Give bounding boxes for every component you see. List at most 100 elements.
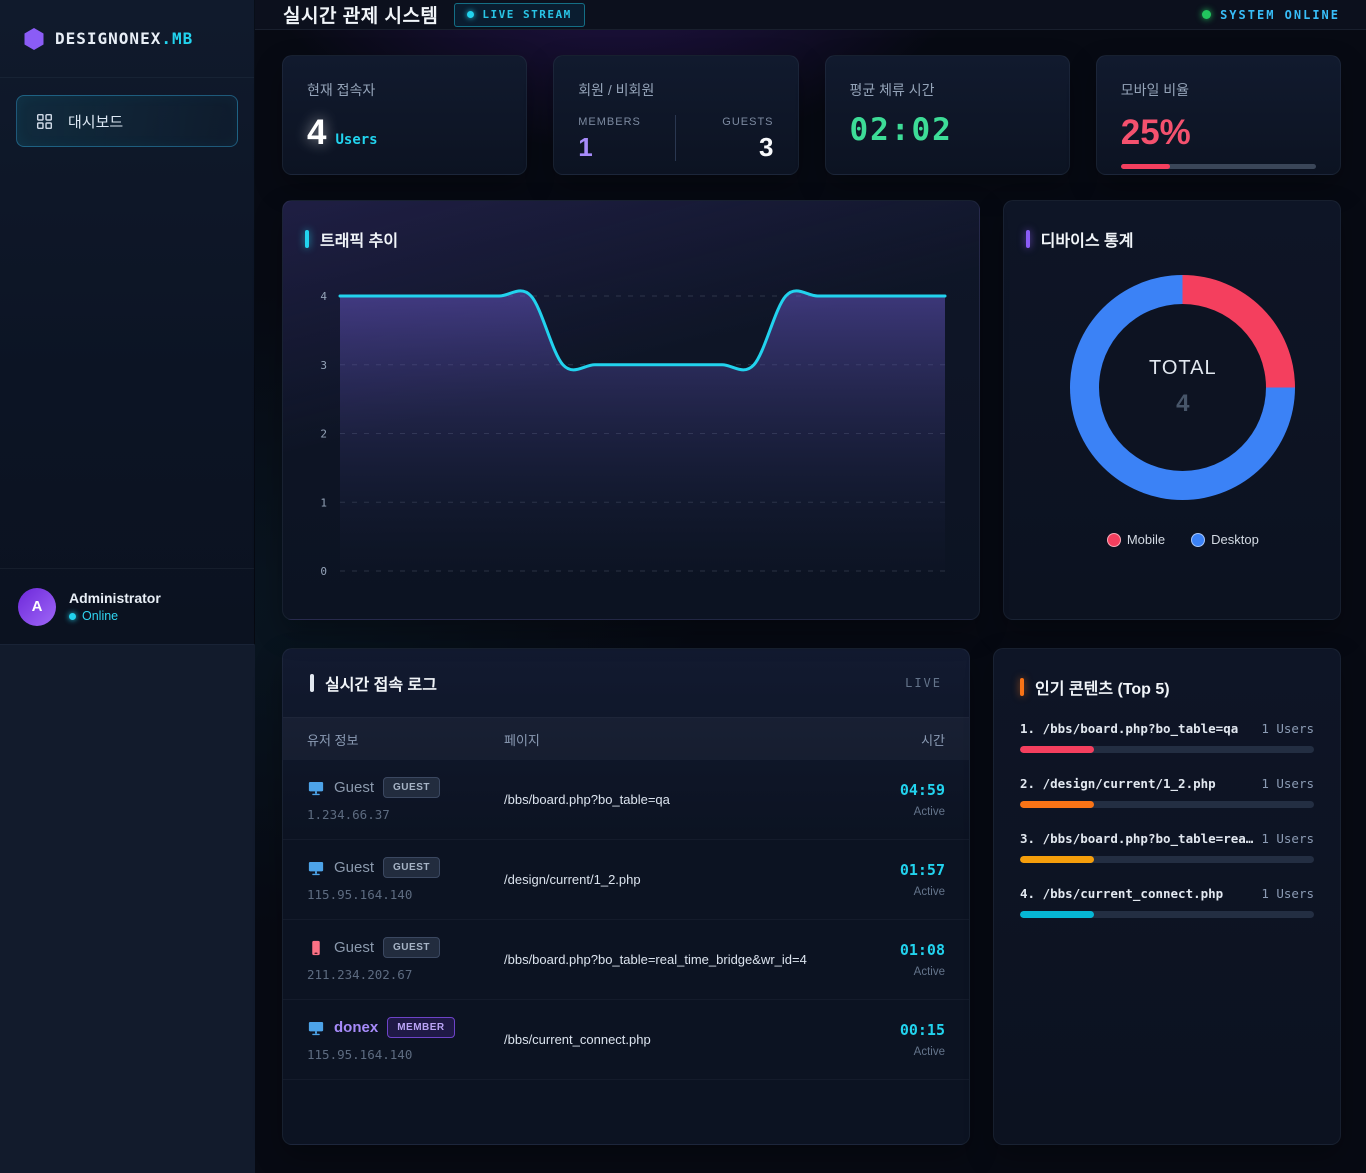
top-content-title: 인기 콘텐츠 (Top 5)	[1020, 675, 1314, 699]
divider	[675, 115, 677, 161]
brand-logo: DESIGNONEX.MB	[0, 0, 254, 78]
svg-text:0: 0	[320, 565, 327, 578]
desktop-icon	[307, 859, 325, 877]
log-page-path: /bbs/current_connect.php	[504, 1032, 651, 1047]
log-page-path: /bbs/board.php?bo_table=qa	[504, 792, 670, 807]
log-live-label: LIVE	[905, 676, 942, 690]
top-content-title-label: 인기 콘텐츠 (Top 5)	[1035, 681, 1170, 698]
log-time-cell: 01:08 Active	[825, 941, 945, 978]
device-stats-title-label: 디바이스 통계	[1040, 233, 1134, 250]
title-accent-bar	[1025, 230, 1030, 248]
title-accent-bar	[305, 230, 309, 248]
sidebar-item-dashboard[interactable]: 대시보드	[16, 95, 238, 147]
donut-ring	[1070, 275, 1296, 500]
user-status-label: Online	[82, 609, 119, 623]
device-stats-title: 디바이스 통계	[1025, 227, 1134, 251]
hexagon-logo-icon	[24, 27, 44, 50]
sidebar-nav: 대시보드	[0, 78, 254, 568]
log-status: Active	[913, 886, 945, 898]
user-ip: 1.234.66.37	[307, 807, 390, 822]
top-content-item: 4. /bbs/current_connect.php 1 Users	[1020, 886, 1314, 918]
online-dot-icon	[69, 612, 76, 620]
log-table-body: Guest GUEST 1.234.66.37 /bbs/board.php?b…	[283, 760, 969, 1144]
dashboard-content: 현재 접속자 4 Users 회원 / 비회원 MEMBERS 1 GUESTS	[255, 30, 1366, 1173]
content-bar-fill	[1020, 801, 1094, 808]
mobile-ratio-progress-fill	[1120, 164, 1170, 169]
traffic-chart-title: 트래픽 추이	[305, 227, 979, 251]
live-dot-icon	[467, 11, 475, 18]
guests-label: GUESTS	[722, 116, 774, 128]
content-bar-fill	[1020, 856, 1094, 863]
log-row: Guest GUEST 211.234.202.67 /bbs/board.ph…	[283, 920, 969, 1000]
user-ip: 115.95.164.140	[307, 1047, 413, 1062]
user-type-badge: GUEST	[383, 937, 440, 958]
user-name: Guest	[334, 779, 375, 796]
user-name: donex	[334, 1019, 379, 1036]
stat-label: 평균 체류 시간	[849, 82, 935, 98]
live-stream-badge: LIVE STREAM	[454, 2, 585, 27]
user-ip: 211.234.202.67	[307, 967, 413, 982]
log-status: Active	[913, 1046, 945, 1058]
legend-item-desktop: Desktop	[1191, 532, 1259, 547]
access-log-card: 실시간 접속 로그 LIVE 유저 정보 페이지 시간 Gues	[282, 648, 970, 1145]
access-log-titlebar: 실시간 접속 로그 LIVE	[283, 649, 969, 717]
stats-row: 현재 접속자 4 Users 회원 / 비회원 MEMBERS 1 GUESTS	[282, 55, 1341, 175]
donut-total-label: TOTAL	[1149, 357, 1217, 379]
col-time: 시간	[921, 732, 945, 748]
page-title: 실시간 관제 시스템	[283, 6, 439, 27]
user-name: Guest	[334, 939, 375, 956]
content-users-count: 1 Users	[1261, 776, 1314, 791]
system-status-label: SYSTEM ONLINE	[1220, 7, 1340, 22]
content-bar-fill	[1020, 746, 1094, 753]
traffic-chart-title-label: 트래픽 추이	[320, 233, 399, 250]
device-stats-card: 디바이스 통계 TOTAL 4 Mobile D	[1002, 200, 1341, 620]
user-ip: 115.95.164.140	[307, 887, 413, 902]
mobile-ratio-progress	[1120, 164, 1316, 169]
traffic-chart-card: 트래픽 추이 4 3 2 1 0	[282, 200, 980, 620]
mobile-icon	[307, 939, 325, 957]
svg-text:1: 1	[320, 496, 327, 509]
user-type-badge: GUEST	[383, 857, 440, 878]
content-users-count: 1 Users	[1261, 831, 1314, 846]
log-time-cell: 00:15 Active	[825, 1021, 945, 1058]
traffic-line-chart: 4 3 2 1 0	[320, 289, 947, 578]
top-content-item: 1. /bbs/board.php?bo_table=qa 1 Users	[1020, 721, 1314, 753]
svg-text:4: 4	[320, 290, 327, 303]
title-accent-bar	[1020, 678, 1024, 696]
svg-text:2: 2	[320, 428, 327, 441]
content-rank-path: 2. /design/current/1_2.php	[1020, 776, 1216, 791]
log-user-cell: Guest GUEST 211.234.202.67	[307, 937, 504, 982]
desktop-icon	[307, 1019, 325, 1037]
title-accent-bar	[310, 674, 314, 692]
log-user-cell: donex MEMBER 115.95.164.140	[307, 1017, 504, 1062]
log-time: 01:08	[899, 941, 945, 959]
log-time-cell: 04:59 Active	[825, 781, 945, 818]
charts-row: 트래픽 추이 4 3 2 1 0 디바이스 통계 TOTAL 4	[282, 200, 1341, 620]
top-content-card: 인기 콘텐츠 (Top 5) 1. /bbs/board.php?bo_tabl…	[993, 648, 1341, 1145]
content-bar-fill	[1020, 911, 1094, 918]
user-profile: A Administrator Online	[0, 568, 254, 644]
user-name: Guest	[334, 859, 375, 876]
content-bar-track	[1020, 801, 1314, 808]
mobile-swatch-icon	[1106, 532, 1121, 547]
log-status: Active	[913, 806, 945, 818]
log-row: donex MEMBER 115.95.164.140 /bbs/current…	[283, 1000, 969, 1080]
desktop-icon	[307, 779, 325, 797]
log-time: 01:57	[899, 861, 945, 879]
top-content-item: 3. /bbs/board.php?bo_table=rea… 1 Users	[1020, 831, 1314, 863]
dashboard-grid-icon	[36, 113, 53, 130]
legend-label: Desktop	[1211, 532, 1259, 547]
live-stream-label: LIVE STREAM	[482, 8, 572, 21]
log-time-cell: 01:57 Active	[825, 861, 945, 898]
system-online-dot-icon	[1202, 10, 1212, 19]
col-page: 페이지	[504, 732, 540, 748]
stat-card-avg-duration: 평균 체류 시간 02:02	[824, 55, 1070, 175]
content-users-count: 1 Users	[1261, 886, 1314, 901]
legend-item-mobile: Mobile	[1106, 532, 1165, 547]
brand-name: DESIGNONEX.MB	[55, 29, 194, 48]
system-status: SYSTEM ONLINE	[1202, 8, 1352, 22]
log-user-cell: Guest GUEST 115.95.164.140	[307, 857, 504, 902]
content-bar-track	[1020, 856, 1314, 863]
guests-value: 3	[759, 132, 774, 162]
stat-card-current-users: 현재 접속자 4 Users	[282, 55, 528, 175]
